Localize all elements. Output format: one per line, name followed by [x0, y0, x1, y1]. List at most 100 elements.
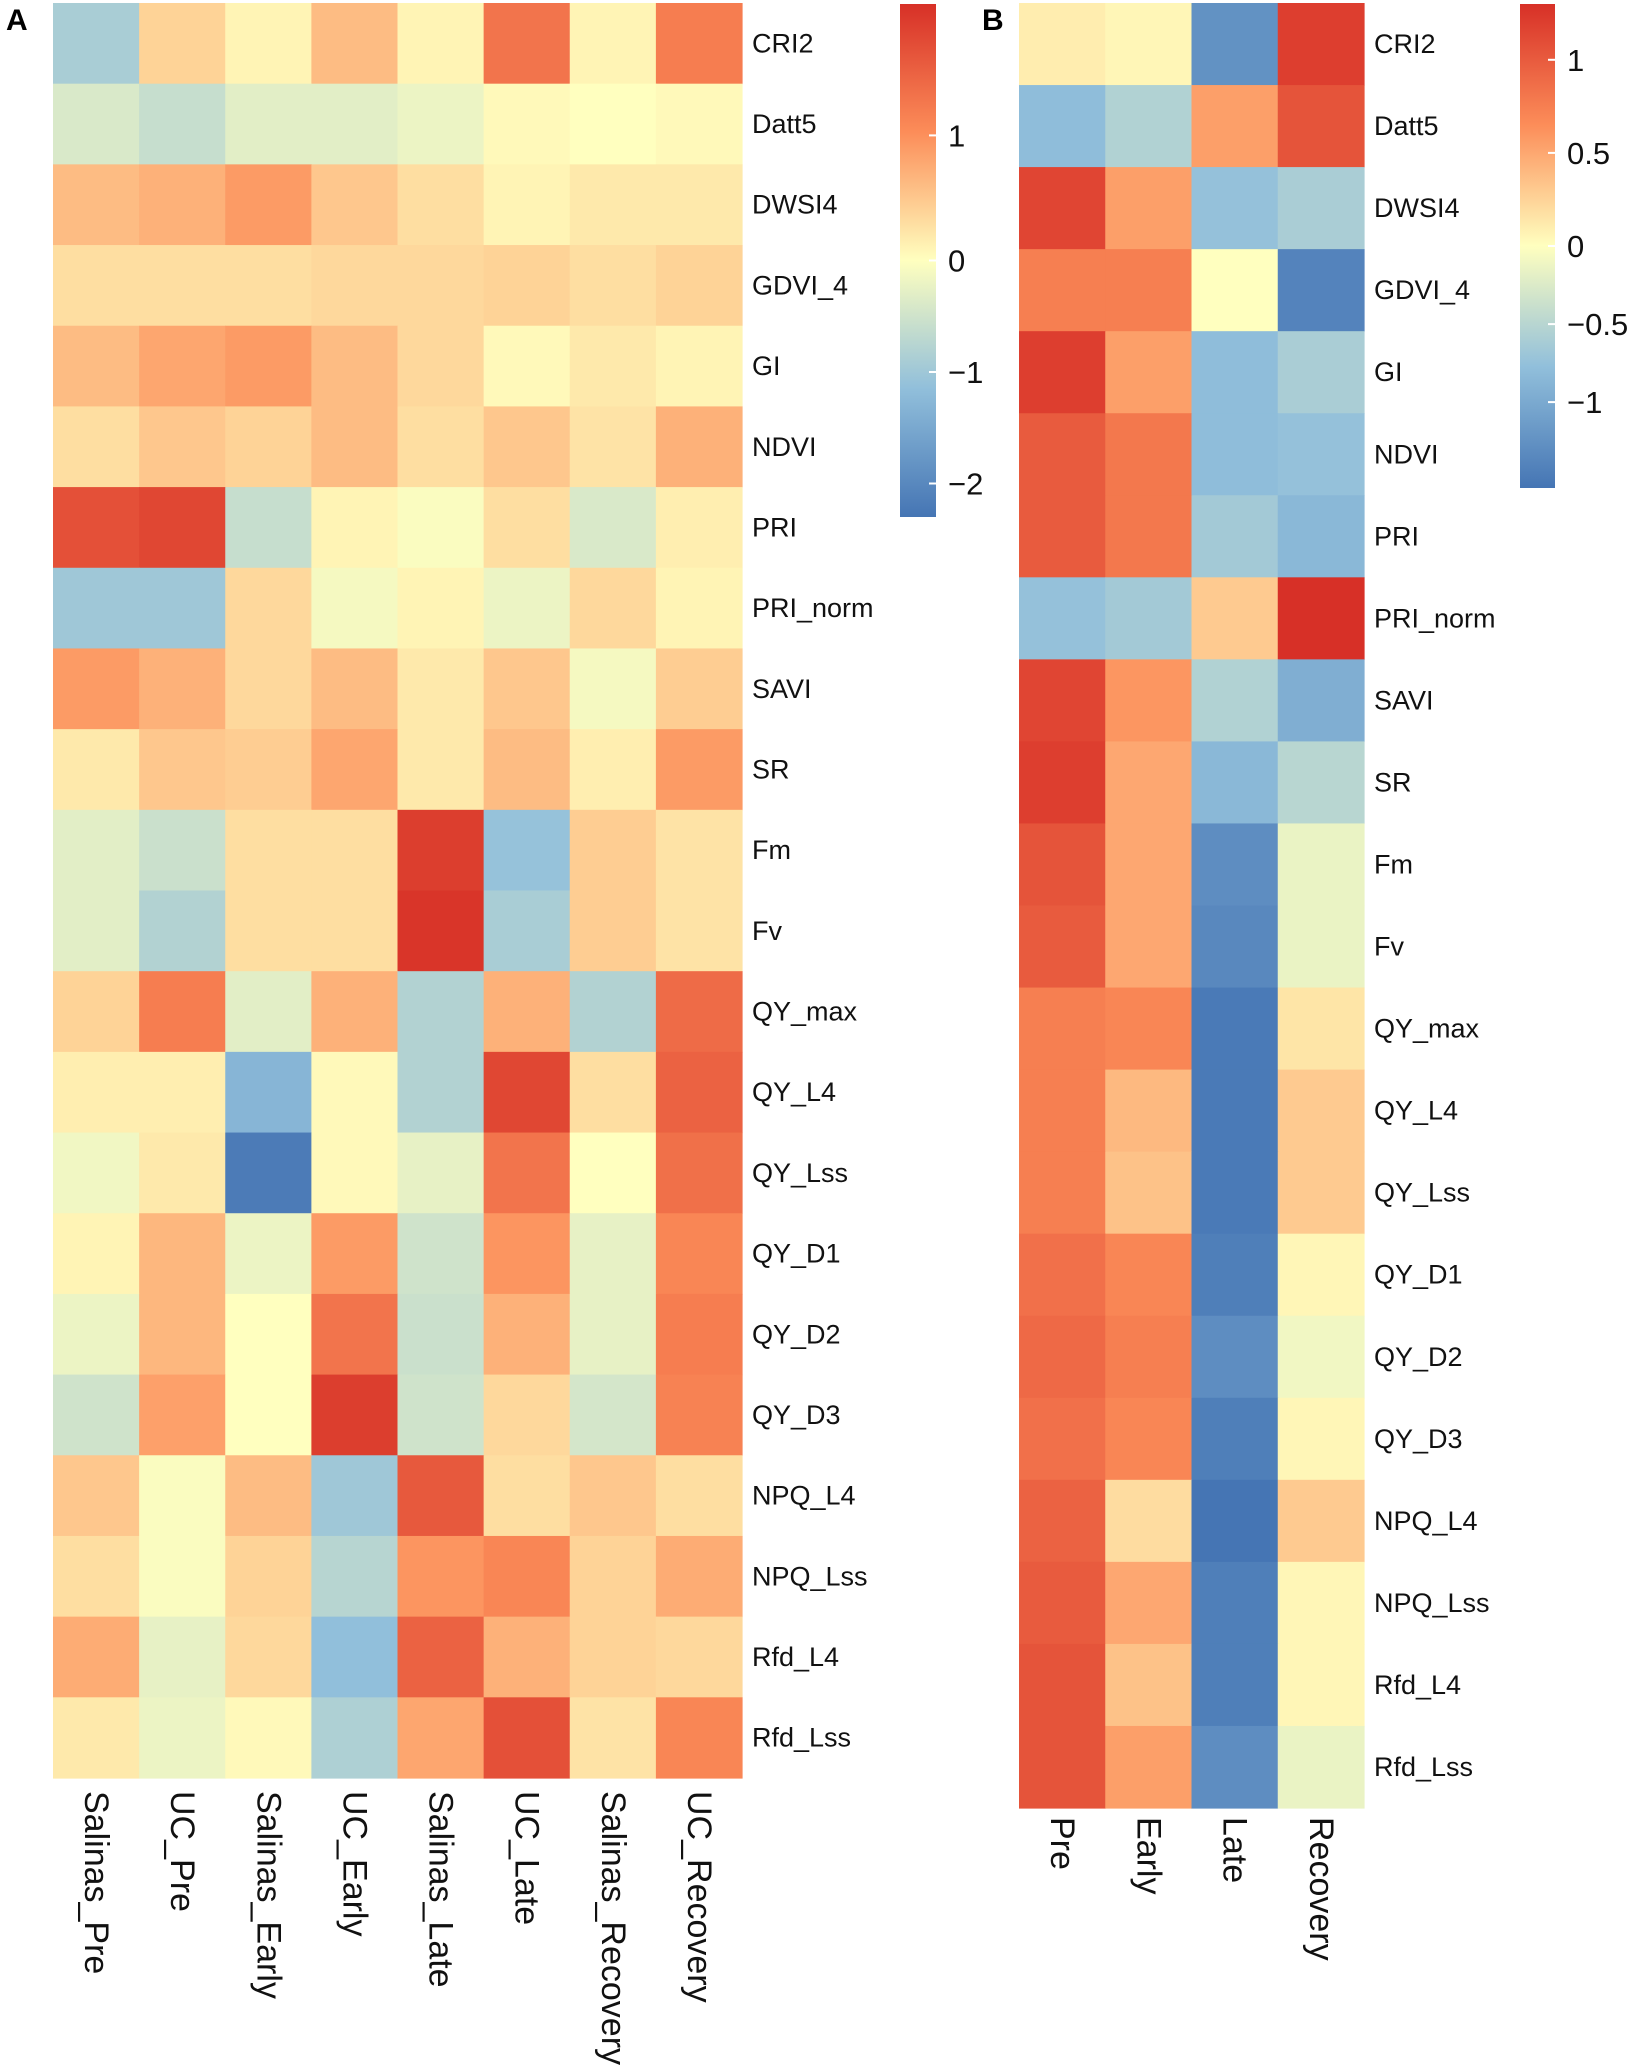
heatmap-cell	[225, 325, 312, 408]
heatmap-cell	[655, 487, 743, 569]
heatmap-cell	[1191, 1479, 1279, 1563]
heatmap-cell	[397, 3, 485, 85]
heatmap-cell	[1277, 1233, 1365, 1317]
row-label: Fm	[752, 835, 791, 865]
heatmap-cell	[139, 1535, 226, 1618]
heatmap-cell	[1277, 1561, 1365, 1645]
heatmap-cell	[1277, 1151, 1365, 1235]
heatmap-cell	[53, 1213, 140, 1295]
row-label: QY_max	[1374, 1014, 1480, 1044]
heatmap-cell	[397, 648, 485, 730]
heatmap-cell	[1105, 495, 1193, 578]
row-label: NPQ_Lss	[752, 1561, 868, 1591]
heatmap-cell	[311, 1455, 399, 1537]
row-label: DWSI4	[752, 190, 838, 220]
heatmap-cell	[483, 487, 571, 569]
column-label: Salinas_Late	[422, 1791, 460, 1988]
heatmap-cell	[1191, 85, 1279, 168]
color-legend-a: 1 0 −1 −2	[900, 4, 983, 517]
heatmap-cell	[1191, 1151, 1279, 1235]
heatmap-cell	[655, 406, 743, 488]
heatmap-cell	[483, 1293, 571, 1376]
legend-tick-label: −1	[948, 355, 983, 390]
heatmap-cell	[569, 1697, 657, 1779]
heatmap-cell	[1105, 823, 1193, 907]
heatmap-cell	[311, 3, 399, 85]
heatmap-cell	[139, 1697, 226, 1779]
heatmap-cell	[1277, 3, 1365, 86]
heatmap-cell	[225, 1455, 312, 1537]
heatmap-cell	[1019, 331, 1106, 414]
heatmap-cell	[655, 83, 743, 165]
heatmap-cell	[225, 1535, 312, 1618]
heatmap-cell	[1105, 1151, 1193, 1235]
heatmap-cell	[655, 1697, 743, 1779]
heatmap-cell	[311, 971, 399, 1053]
heatmap-cell	[655, 890, 743, 972]
heatmap-cell	[139, 164, 226, 246]
heatmap-cell	[53, 1293, 140, 1376]
heatmap-cell	[569, 971, 657, 1053]
heatmap-cell	[1105, 413, 1193, 496]
row-label: NDVI	[752, 432, 817, 462]
heatmap-cell	[569, 83, 657, 165]
heatmap-cell	[1105, 1397, 1193, 1481]
heatmap-cell	[483, 83, 571, 165]
heatmap-cell	[397, 487, 485, 569]
heatmap-cell	[569, 245, 657, 327]
heatmap-cell	[53, 1132, 140, 1214]
heatmap-cell	[569, 164, 657, 246]
heatmap-cell	[53, 648, 140, 730]
heatmap-cell	[225, 245, 312, 327]
heatmap-cell	[1277, 741, 1365, 825]
heatmap-cell	[1105, 331, 1193, 414]
heatmap-cell	[483, 245, 571, 327]
column-label: Salinas_Early	[249, 1791, 287, 1999]
heatmap-cell	[655, 729, 743, 811]
heatmap-cell	[139, 83, 226, 165]
heatmap-cell	[311, 325, 399, 408]
row-label: SAVI	[752, 674, 812, 704]
heatmap-cell	[655, 1535, 743, 1618]
heatmap-cell	[139, 1132, 226, 1214]
heatmap-cell	[397, 1051, 485, 1134]
heatmap-cell	[1277, 659, 1365, 743]
heatmap-cell	[1277, 249, 1365, 332]
heatmap-cell	[1277, 1069, 1365, 1153]
legend-tick-label: 1	[948, 118, 965, 153]
heatmap-cell	[569, 1616, 657, 1698]
heatmap-cell	[225, 487, 312, 569]
heatmap-cell	[655, 567, 743, 650]
heatmap-cell	[569, 1132, 657, 1214]
heatmap-cell	[311, 809, 399, 892]
heatmap-cell	[1019, 167, 1106, 250]
heatmap-cell	[139, 487, 226, 569]
heatmap-cell	[483, 729, 571, 811]
row-label: Datt5	[1374, 111, 1439, 141]
heatmap-cell	[1019, 1233, 1106, 1317]
heatmap-cell	[311, 1213, 399, 1295]
heatmap-cell	[1019, 741, 1106, 825]
heatmap-cell	[1277, 1643, 1365, 1727]
heatmap-cell	[139, 1616, 226, 1698]
heatmap-cell	[53, 245, 140, 327]
heatmap-cell	[139, 1293, 226, 1376]
heatmap-cell	[483, 1535, 571, 1618]
heatmap-cell	[1019, 577, 1106, 660]
heatmap-cell	[139, 3, 226, 85]
heatmap-cell	[1019, 495, 1106, 578]
heatmap-cell	[225, 648, 312, 730]
heatmap-cell	[225, 809, 312, 892]
heatmap-cell	[1105, 3, 1193, 86]
heatmap-cell	[1277, 1725, 1365, 1809]
legend-tick-label: −0.5	[1567, 307, 1628, 342]
heatmap-cell	[655, 1213, 743, 1295]
row-label: QY_D1	[1374, 1260, 1463, 1290]
column-label: UC_Late	[508, 1791, 546, 1925]
heatmap-cell	[1277, 1397, 1365, 1481]
heatmap-cell	[397, 1132, 485, 1214]
heatmap-cell	[655, 1616, 743, 1698]
legend-a-ticks: 1 0 −1 −2	[929, 118, 983, 502]
heatmap-cell	[139, 1051, 226, 1134]
legend-tick-label: 1	[1567, 43, 1584, 78]
